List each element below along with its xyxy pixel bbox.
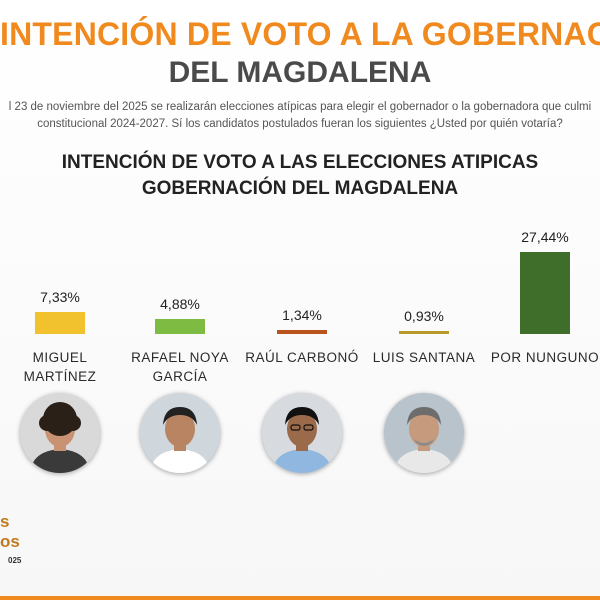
bar-value-label-4: 0,93% <box>404 308 444 324</box>
intro-line2: constitucional 2024-2027. Sí los candida… <box>37 118 563 130</box>
candidate-name-line1: RAÚL CARBONÓ <box>245 350 359 365</box>
intro-text: l 23 de noviembre del 2025 se realizarán… <box>0 99 600 133</box>
candidate-name-5: POR NUNGUNO <box>485 348 600 367</box>
bar-value-label-1: 7,33% <box>40 289 80 305</box>
candidate-portrait-icon <box>140 393 220 473</box>
bar-chart: 7,33% 4,88% 1,34% 0,93% 27,44% <box>0 200 600 340</box>
bar-value-label-3: 1,34% <box>282 307 322 323</box>
intro-line1: l 23 de noviembre del 2025 se realizarán… <box>8 101 592 113</box>
candidate-portrait-icon <box>20 393 100 473</box>
bar-value-label-2: 4,88% <box>160 296 200 312</box>
footer-year: 025 <box>8 556 22 565</box>
candidate-portrait-icon <box>384 393 464 473</box>
candidate-name-1: MIGUEL MARTÍNEZ <box>0 348 120 386</box>
candidate-portrait-icon <box>262 393 342 473</box>
candidate-name-3: RAÚL CARBONÓ <box>242 348 362 367</box>
chart-title-line2: GOBERNACIÓN DEL MAGDALENA <box>141 178 459 199</box>
header-title-line1: INTENCIÓN DE VOTO A LA GOBERNACIÓN <box>0 16 600 52</box>
bar-4 <box>399 331 449 334</box>
candidate-name-line1: MIGUEL <box>32 350 88 365</box>
bar-1 <box>35 312 85 334</box>
candidate-name-line1: LUIS SANTANA <box>372 350 476 365</box>
footer-logo: s os <box>0 512 20 552</box>
candidate-name-line2: GARCÍA <box>152 369 208 384</box>
candidate-name-2: RAFAEL NOYA GARCÍA <box>120 348 240 386</box>
candidate-name-line1: RAFAEL NOYA <box>131 350 229 365</box>
bottom-accent-line <box>0 596 600 600</box>
bar-value-label-5: 27,44% <box>521 229 569 245</box>
bar-5 <box>520 252 570 334</box>
candidate-name-4: LUIS SANTANA <box>364 348 484 367</box>
footer-logo-line1: s <box>0 512 10 531</box>
footer-logo-line2: os <box>0 532 20 551</box>
candidate-name-line2: MARTÍNEZ <box>23 369 97 384</box>
header-title-line2: DEL MAGDALENA <box>168 56 432 89</box>
candidate-name-line1: POR NUNGUNO <box>490 350 600 365</box>
bar-2 <box>155 319 205 334</box>
bar-3 <box>277 330 327 334</box>
chart-title-line1: INTENCIÓN DE VOTO A LAS ELECCIONES ATIPI… <box>61 152 539 173</box>
chart-title: INTENCIÓN DE VOTO A LAS ELECCIONES ATIPI… <box>0 150 600 202</box>
